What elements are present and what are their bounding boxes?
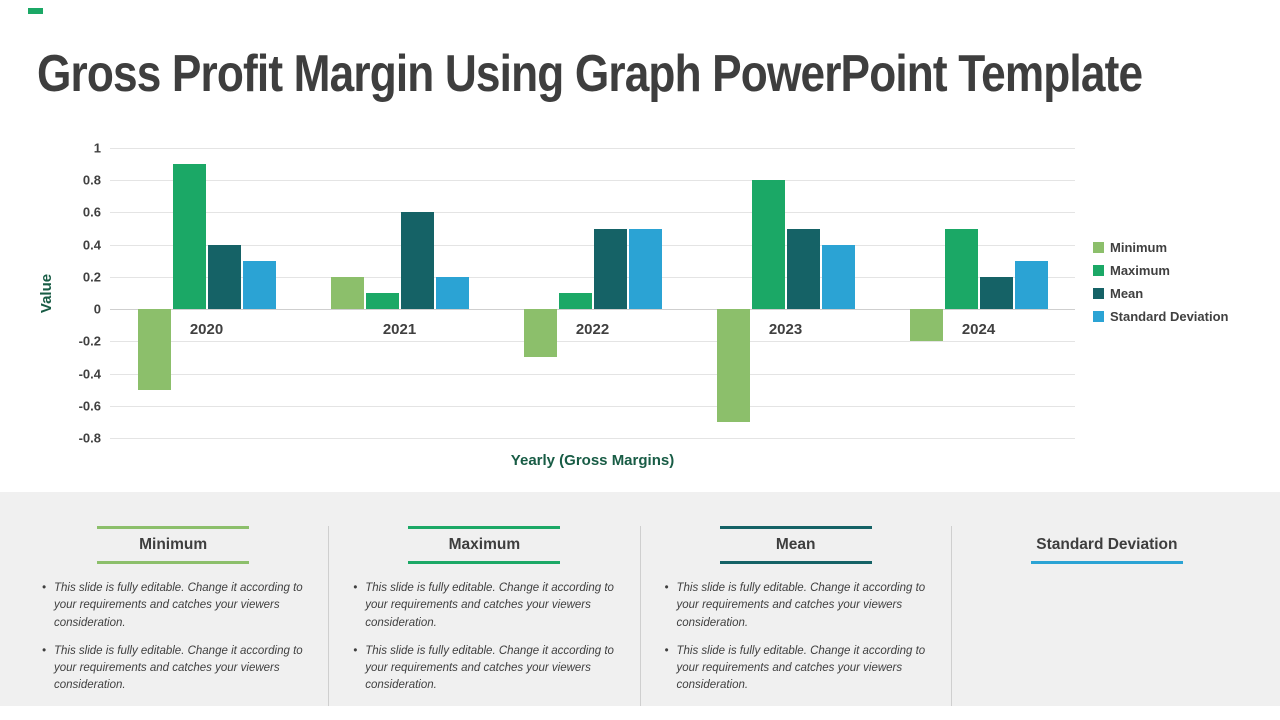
accent-rule-bottom xyxy=(1030,561,1183,564)
gridline xyxy=(110,212,1075,214)
card-bullets: This slide is fully editable. Change it … xyxy=(351,580,617,695)
gridline xyxy=(110,405,1075,407)
page-title: Gross Profit Margin Using Graph PowerPoi… xyxy=(37,45,1143,103)
y-tick-label: -0.4 xyxy=(78,366,101,382)
card-title: Mean xyxy=(775,536,816,553)
gridline xyxy=(110,180,1075,182)
card-title: Standard Deviation xyxy=(1036,536,1178,553)
corner-accent xyxy=(28,8,43,14)
plot-area: 1 0.8 0.6 0.4 0.2 0 -0.2 -0.4 -0.6 -0.8 2020 2021 20… xyxy=(79,141,1075,446)
x-category-label: 2021 xyxy=(382,321,417,339)
accent-rule-bottom xyxy=(408,561,561,564)
card-bullets: This slide is fully editable. Change it … xyxy=(40,580,306,695)
bullet-item: This slide is fully editable. Change it … xyxy=(351,580,617,632)
y-tick-label: 1 xyxy=(93,140,101,156)
y-axis-title-text: Value xyxy=(38,273,56,313)
bar-mean-2022 xyxy=(593,228,627,310)
gridline xyxy=(110,373,1075,375)
info-cards: Minimum This slide is fully editable. Cha… xyxy=(0,492,1280,706)
x-category-label: 2020 xyxy=(189,321,224,339)
bullet-item: This slide is fully editable. Change it … xyxy=(40,580,306,632)
info-card-maximum: Maximum This slide is fully editable. Cha… xyxy=(328,526,639,706)
info-panel: Minimum This slide is fully editable. Cha… xyxy=(0,492,1280,706)
accent-rule-top xyxy=(408,526,561,529)
legend-item-mean: Mean xyxy=(1093,286,1228,301)
bar-maximum-2020 xyxy=(172,164,206,310)
bar-maximum-2023 xyxy=(751,180,785,310)
y-tick-label: -0.2 xyxy=(78,333,101,349)
info-card-minimum: Minimum This slide is fully editable. Cha… xyxy=(18,526,328,706)
legend-label: Maximum xyxy=(1110,263,1170,278)
legend-item-maximum: Maximum xyxy=(1093,263,1228,278)
y-tick-label: 0.4 xyxy=(82,237,101,253)
legend-item-standard-deviation: Standard Deviation xyxy=(1093,309,1228,324)
card-heading-group: Standard Deviation xyxy=(1030,526,1183,564)
bullet-item: This slide is fully editable. Change it … xyxy=(40,643,306,695)
standard-deviation-swatch-icon xyxy=(1093,311,1104,322)
chart-legend: Minimum Maximum Mean Standard Deviation xyxy=(1093,240,1228,332)
gridline xyxy=(110,309,1075,311)
y-axis-title: Value xyxy=(36,148,58,438)
gridline xyxy=(110,244,1075,246)
bullet-item: This slide is fully editable. Change it … xyxy=(663,580,929,632)
bar-mean-2020 xyxy=(207,244,241,310)
y-tick-label: 0.2 xyxy=(82,269,101,285)
bar-standard-deviation-2023 xyxy=(821,244,855,310)
x-axis-title: Yearly (Gross Margins) xyxy=(510,452,675,469)
y-tick-label: -0.8 xyxy=(78,430,101,446)
x-category-label: 2022 xyxy=(575,321,610,339)
x-category-label: 2023 xyxy=(768,321,803,339)
legend-item-minimum: Minimum xyxy=(1093,240,1228,255)
gridline xyxy=(110,148,1075,149)
legend-label: Minimum xyxy=(1110,240,1168,255)
bar-mean-2023 xyxy=(786,228,820,310)
legend-label: Mean xyxy=(1110,286,1144,301)
gridline xyxy=(110,341,1075,343)
y-tick-label: 0.8 xyxy=(82,172,101,188)
accent-rule-top xyxy=(97,526,250,529)
accent-rule-bottom xyxy=(719,561,872,564)
bar-maximum-2022 xyxy=(558,293,592,310)
card-heading-group: Mean xyxy=(719,526,872,564)
bar-maximum-2021 xyxy=(365,293,399,310)
bullet-item: This slide is fully editable. Change it … xyxy=(351,643,617,695)
bar-minimum-2022 xyxy=(523,309,557,358)
card-bullets: This slide is fully editable. Change it … xyxy=(663,580,929,695)
bar-minimum-2021 xyxy=(330,276,364,310)
bar-minimum-2024 xyxy=(909,309,943,342)
bar-maximum-2024 xyxy=(944,228,978,310)
y-tick-label: -0.6 xyxy=(78,398,101,414)
bar-mean-2021 xyxy=(400,212,434,310)
minimum-swatch-icon xyxy=(1093,242,1104,253)
y-tick-label: 0 xyxy=(93,301,101,317)
bar-standard-deviation-2021 xyxy=(435,276,469,310)
maximum-swatch-icon xyxy=(1093,265,1104,276)
y-tick-label: 0.6 xyxy=(82,204,101,220)
bar-standard-deviation-2020 xyxy=(242,260,276,310)
card-title: Minimum xyxy=(139,536,208,553)
card-heading-group: Minimum xyxy=(97,526,250,564)
bar-standard-deviation-2022 xyxy=(628,228,662,310)
gridline xyxy=(110,276,1075,278)
bar-minimum-2023 xyxy=(716,309,750,422)
info-card-standard-deviation: Standard Deviation xyxy=(950,526,1262,706)
x-category-label: 2024 xyxy=(961,321,996,339)
accent-rule-top xyxy=(719,526,872,529)
card-heading-group: Maximum xyxy=(408,526,561,564)
bar-minimum-2020 xyxy=(137,309,171,390)
bar-standard-deviation-2024 xyxy=(1014,260,1048,310)
mean-swatch-icon xyxy=(1093,288,1104,299)
accent-rule-bottom xyxy=(97,561,250,564)
card-title: Maximum xyxy=(448,536,521,553)
bar-mean-2024 xyxy=(979,276,1013,310)
info-card-mean: Mean This slide is fully editable. Change… xyxy=(639,526,951,706)
gridline xyxy=(110,438,1075,439)
bullet-item: This slide is fully editable. Change it … xyxy=(663,643,929,695)
legend-label: Standard Deviation xyxy=(1110,309,1229,324)
